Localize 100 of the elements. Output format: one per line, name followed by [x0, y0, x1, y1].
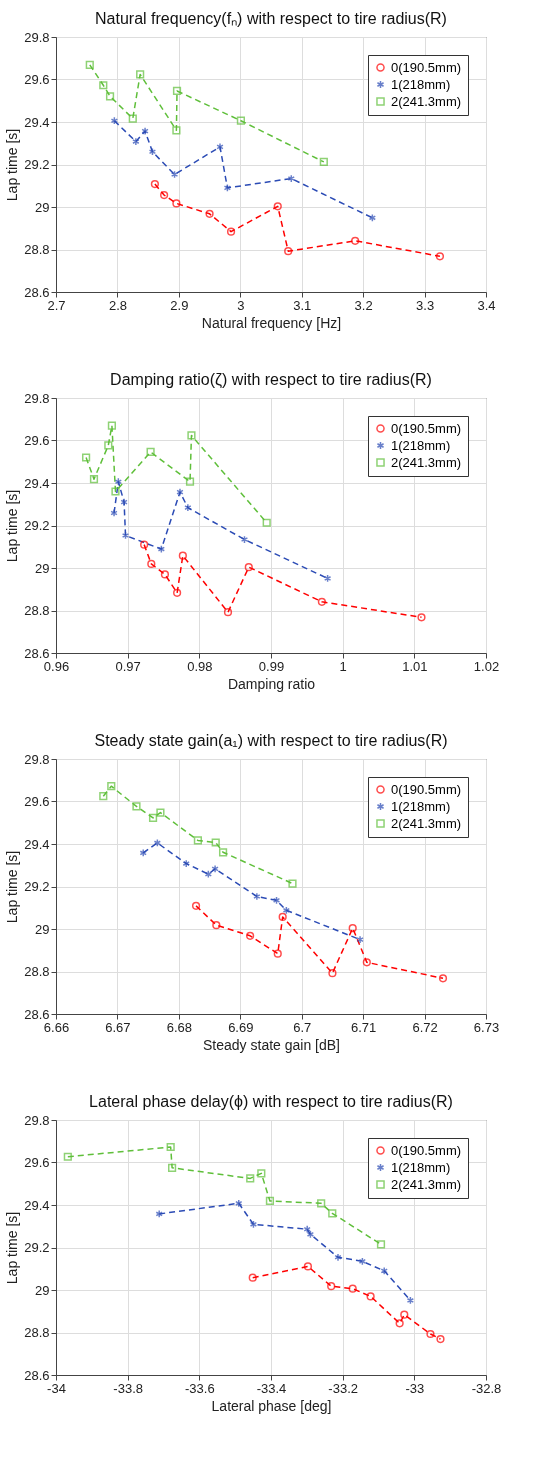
point: [257, 1169, 266, 1178]
point: [140, 540, 149, 549]
x-tick-label: 6.71: [350, 1019, 377, 1035]
y-tick-label: 29.4: [24, 1197, 50, 1213]
x-axis-title: Lateral phase [deg]: [211, 1397, 332, 1414]
chart-title: Lateral phase delay(ϕ) with respect to tire radius(R): [89, 1093, 453, 1110]
point: [406, 1296, 415, 1305]
point: [178, 551, 187, 560]
x-tick-label: 3.2: [354, 297, 373, 313]
y-tick-label: 29.6: [24, 72, 50, 87]
point: [417, 613, 426, 622]
point: [323, 574, 332, 583]
x-tick-label: 6.69: [228, 1019, 254, 1035]
x-tick-label: -33: [405, 1380, 425, 1396]
point: [278, 912, 287, 921]
point: [223, 608, 233, 617]
point: [155, 1209, 163, 1219]
y-tick-label: 29.4: [24, 475, 50, 491]
point: [328, 969, 337, 978]
point: [172, 86, 182, 96]
point: [362, 958, 371, 967]
point: [157, 544, 166, 554]
x-tick-label: 1: [339, 658, 347, 674]
point: [265, 1196, 275, 1206]
point: [170, 170, 179, 179]
y-tick-label: 28.6: [24, 1367, 50, 1383]
x-tick-label: 3.1: [293, 297, 312, 313]
point: [395, 1319, 404, 1328]
point: [351, 236, 360, 245]
point: [107, 421, 116, 430]
point: [150, 179, 159, 189]
point: [160, 191, 169, 200]
point: [172, 126, 181, 135]
point: [205, 209, 214, 218]
legend-label: 1(218mm): [391, 437, 451, 453]
legend-label: 0(190.5mm): [391, 420, 462, 436]
x-tick-label: 0.98: [187, 658, 213, 674]
x-tick-label: 3.3: [416, 297, 435, 313]
x-tick-label: 2.9: [170, 297, 189, 313]
legend-label: 0(190.5mm): [391, 1142, 462, 1158]
point: [303, 1262, 313, 1271]
point: [236, 116, 245, 125]
x-tick-label: -33.6: [185, 1380, 215, 1396]
x-tick-label: 6.72: [412, 1019, 438, 1035]
point: [185, 477, 195, 486]
x-axis-title: Damping ratio: [227, 675, 316, 692]
x-axis-title: Steady state gain [dB]: [203, 1036, 340, 1053]
point: [218, 848, 228, 857]
y-tick-label: 29.8: [24, 390, 50, 406]
x-tick-label: 0.97: [115, 658, 141, 674]
point: [176, 488, 184, 497]
point: [376, 1240, 386, 1249]
point: [120, 498, 128, 507]
point: [105, 92, 115, 101]
y-tick-label: 29.2: [24, 1240, 50, 1255]
y-tick-label: 29.8: [24, 751, 50, 767]
x-tick-label: 0.96: [43, 658, 70, 674]
y-tick-label: 29: [35, 199, 50, 215]
legend-label: 0(190.5mm): [391, 781, 462, 797]
x-tick-label: 1.02: [473, 658, 500, 674]
y-tick-label: 29.4: [24, 836, 50, 852]
point: [334, 1253, 342, 1262]
point: [317, 597, 326, 606]
chart-title: Damping ratio(ζ) with respect to tire radius(R): [110, 371, 432, 389]
point: [160, 570, 170, 579]
point: [182, 859, 190, 868]
point: [193, 836, 202, 845]
point: [273, 202, 282, 211]
y-tick-label: 29.2: [24, 879, 50, 894]
point: [110, 116, 119, 125]
point: [63, 1152, 72, 1161]
point: [111, 487, 120, 496]
y-tick-label: 28.8: [24, 603, 50, 618]
point: [348, 1284, 357, 1293]
point: [240, 535, 249, 544]
y-tick-label: 29.6: [24, 1155, 50, 1170]
y-axis-title: Lap time [s]: [4, 850, 21, 924]
point: [104, 441, 113, 450]
x-tick-label: 6.67: [105, 1019, 131, 1035]
x-tick-label: -34: [47, 1380, 66, 1396]
x-tick-label: 3.4: [477, 297, 496, 313]
point: [114, 477, 123, 486]
point: [380, 1266, 388, 1275]
point: [327, 1282, 336, 1291]
legend-label: 1(218mm): [391, 1159, 451, 1175]
point: [356, 935, 364, 944]
point: [187, 431, 196, 440]
legend-label: 0(190.5mm): [391, 59, 462, 75]
point: [166, 1142, 175, 1152]
y-tick-label: 28.6: [24, 645, 50, 661]
point: [136, 70, 145, 79]
point: [132, 137, 140, 146]
x-tick-label: 6.73: [473, 1019, 500, 1035]
point: [436, 1334, 445, 1344]
point: [328, 1209, 337, 1218]
point: [400, 1310, 409, 1319]
point: [148, 813, 158, 822]
point: [211, 864, 219, 873]
y-tick-label: 29.8: [24, 29, 50, 45]
point: [128, 114, 137, 123]
